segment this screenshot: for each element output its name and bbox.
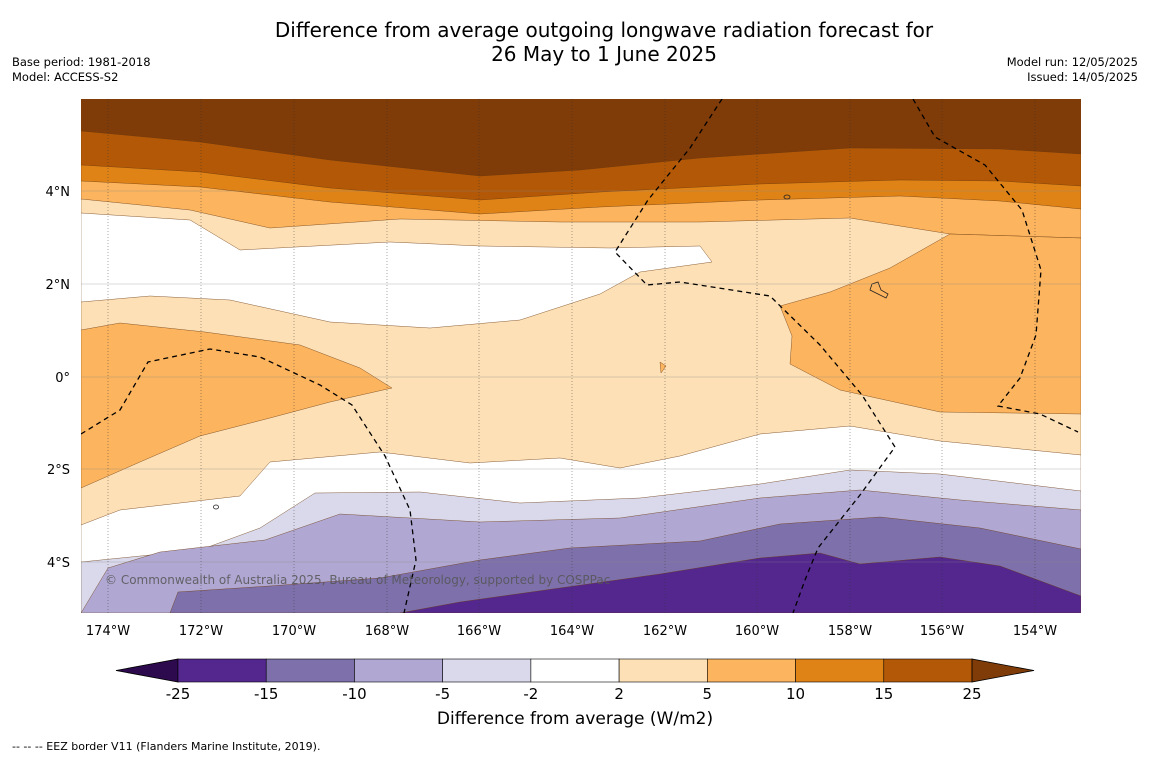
- colorbar-segment: [795, 658, 885, 683]
- lon-label: 174°W: [86, 624, 130, 639]
- lon-label: 170°W: [272, 624, 316, 639]
- lat-label: 2°N: [46, 278, 71, 293]
- island-marker: [783, 194, 791, 200]
- latitude-labels: 4°N 2°N 0° 2°S 4°S: [46, 185, 71, 571]
- anomaly-field: [81, 99, 1081, 613]
- colorbar-tick-label: -2: [523, 685, 538, 703]
- model-name: Model: ACCESS-S2: [12, 70, 119, 84]
- lon-label: 156°W: [920, 624, 964, 639]
- model-run: Model run: 12/05/2025: [1006, 55, 1138, 69]
- colorbar-tick-label: -5: [435, 685, 450, 703]
- small-contour: [659, 361, 667, 374]
- colorbar-segment: [354, 658, 443, 683]
- issued-date: Issued: 14/05/2025: [1027, 70, 1138, 84]
- chart-title: Difference from average outgoing longwav…: [0, 18, 1150, 66]
- eez-border-1: [614, 99, 896, 613]
- colorbar-tick-label: -15: [254, 685, 279, 703]
- gridlines: [81, 99, 1081, 613]
- blob-west-5-10: [81, 322, 393, 489]
- colorbar-tick-label: 2: [614, 685, 624, 703]
- lon-label: 160°W: [735, 624, 779, 639]
- colorbar-segment: [618, 658, 708, 683]
- lon-label: 162°W: [643, 624, 687, 639]
- longitude-labels: 174°W 172°W 170°W 168°W 166°W 164°W 162°W 160°W…: [86, 624, 1057, 639]
- title-line-1: Difference from average outgoing longwav…: [274, 18, 934, 42]
- colorbar-extend-min: [115, 658, 179, 683]
- colorbar-tick-label: 15: [874, 685, 893, 703]
- lon-label: 172°W: [179, 624, 223, 639]
- lat-label: 4°S: [47, 556, 70, 571]
- colorbar-tick-label: -25: [166, 685, 191, 703]
- band-neg15-neg25: [399, 552, 1081, 613]
- lon-label: 166°W: [457, 624, 501, 639]
- title-line-2: 26 May to 1 June 2025: [491, 42, 717, 66]
- colorbar-tick-label: -10: [342, 685, 367, 703]
- colorbar: -25 -15 -10 -5 -2 2 5 10 15 25: [115, 658, 1035, 703]
- eez-border-3: [81, 348, 417, 613]
- colorbar-tick-label: 10: [786, 685, 805, 703]
- colorbar-segment: [442, 658, 532, 683]
- colorbar-tick-label: 25: [962, 685, 981, 703]
- eez-border-2: [912, 99, 1079, 433]
- lat-label: 2°S: [47, 463, 70, 478]
- lon-label: 164°W: [550, 624, 594, 639]
- island-marker: [869, 281, 889, 299]
- colorbar-segment: [265, 658, 355, 683]
- band-neutral-north: [81, 212, 713, 329]
- lon-label: 154°W: [1013, 624, 1057, 639]
- colorbar-extend-max: [971, 658, 1035, 683]
- eez-borders: [81, 99, 1079, 613]
- colorbar-segment: [530, 658, 620, 683]
- colorbar-tick-label: 5: [703, 685, 713, 703]
- colorbar-segment: [707, 658, 796, 683]
- lat-label: 4°N: [46, 185, 71, 200]
- base-period: Base period: 1981-2018: [12, 55, 151, 69]
- lat-label: 0°: [55, 371, 70, 386]
- colorbar-segment: [177, 658, 267, 683]
- meta-left: Base period: 1981-2018 Model: ACCESS-S2: [12, 55, 151, 85]
- island-marker: [213, 504, 219, 510]
- colorbar-segment: [883, 658, 973, 683]
- copyright-watermark: © Commonwealth of Australia 2025, Bureau…: [105, 573, 610, 587]
- meta-right: Model run: 12/05/2025 Issued: 14/05/2025: [1007, 55, 1138, 85]
- lon-label: 158°W: [828, 624, 872, 639]
- colorbar-title: Difference from average (W/m2): [436, 709, 714, 729]
- lon-label: 168°W: [365, 624, 409, 639]
- footnote: -- -- -- EEZ border V11 (Flanders Marine…: [12, 740, 321, 753]
